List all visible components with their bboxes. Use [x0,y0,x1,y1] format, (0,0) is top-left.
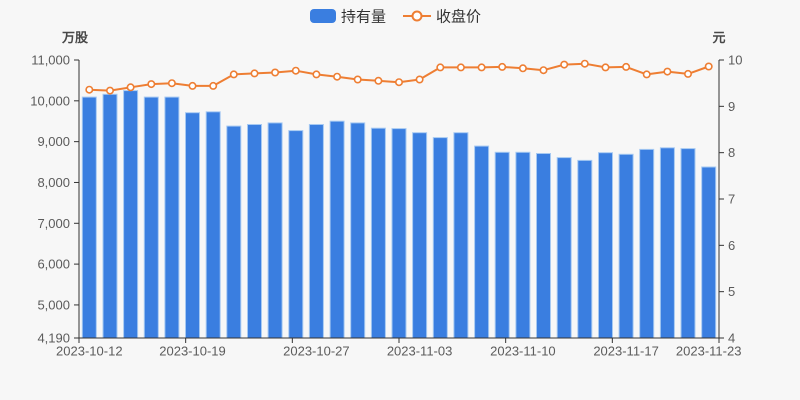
close-price-point[interactable] [704,62,713,71]
left-axis-tick-label: 7,000 [37,216,70,231]
close-price-point[interactable] [147,80,156,89]
holdings-bar[interactable] [329,120,345,339]
close-price-point[interactable] [498,62,507,71]
legend-item-holdings[interactable]: 持有量 [310,9,386,26]
holdings-bar[interactable] [474,145,490,339]
right-axis-title: 元 [712,30,725,45]
holdings-bar[interactable] [185,112,200,339]
holdings-bar[interactable] [226,125,242,339]
holdings-bar[interactable] [267,122,283,339]
left-axis-tick-label: 5,000 [37,297,70,312]
left-axis-title: 万股 [61,30,88,45]
holdings-bar[interactable] [308,124,324,339]
close-price-point[interactable] [601,63,610,72]
right-axis-tick-label: 7 [728,192,735,207]
close-price-line [89,62,710,92]
x-axis-date-label: 2023-11-03 [387,344,453,359]
close-price-point[interactable] [518,64,527,73]
x-axis-date-label: 2023-11-17 [593,344,659,359]
close-price-point[interactable] [477,63,486,72]
holdings-bar[interactable] [536,153,551,339]
close-price-point[interactable] [374,76,383,85]
left-axis-tick-label: 11,000 [31,53,70,68]
close-price-point[interactable] [271,68,280,77]
holdings-bar[interactable] [102,93,118,339]
holdings-bar[interactable] [288,130,304,339]
line-group [85,59,713,95]
holdings-bar[interactable] [453,132,469,339]
holdings-bar[interactable] [618,153,634,339]
holdings-bar[interactable] [680,148,696,339]
close-price-point[interactable] [394,78,403,87]
right-axis-tick-label: 6 [728,238,735,253]
close-price-point[interactable] [333,72,342,81]
holdings-bar[interactable] [164,96,180,339]
holdings-bar[interactable] [247,124,262,339]
close-price-point[interactable] [642,70,651,79]
left-axis-tick-label: 8,000 [37,175,70,190]
holdings-bar[interactable] [412,132,428,339]
close-price-point[interactable] [353,75,362,84]
right-axis-tick-label: 8 [728,145,735,160]
close-price-point[interactable] [209,81,218,90]
bar-series-swatch [310,9,336,23]
holdings-bar[interactable] [81,96,97,339]
x-axis-date-label: 2023-10-19 [159,344,226,359]
holdings-bar[interactable] [432,137,448,339]
right-axis-tick-label: 4 [728,331,735,346]
left-axis-tick-label: 6,000 [37,257,70,272]
x-axis-date-label: 2023-11-10 [490,344,556,359]
close-price-point[interactable] [622,62,631,71]
holdings-bar[interactable] [598,152,613,339]
close-price-point[interactable] [250,69,259,78]
close-price-point[interactable] [456,63,465,72]
close-price-point[interactable] [539,66,548,75]
right-axis-tick-label: 10 [728,53,742,68]
holdings-bar[interactable] [350,122,366,339]
legend-item-close-price[interactable]: 收盘价 [403,8,481,26]
x-axis-date-label: 2023-10-27 [283,344,350,359]
holdings-bar[interactable] [143,96,159,339]
close-price-point[interactable] [560,60,569,69]
holdings-bar[interactable] [577,159,593,339]
holdings-bar[interactable] [494,151,510,339]
close-price-point[interactable] [229,70,238,79]
close-price-point[interactable] [85,85,94,94]
close-price-point[interactable] [312,70,321,79]
holdings-bar[interactable] [639,148,655,339]
close-price-point[interactable] [683,69,692,78]
right-axis-tick-label: 5 [728,284,735,299]
holdings-bar[interactable] [391,128,407,339]
legend-close-price-label: 收盘价 [436,8,481,26]
holdings-bar[interactable] [515,151,531,339]
bars-group [81,90,717,339]
close-price-point[interactable] [126,83,135,92]
chart-legend: 持有量 收盘价 [310,8,481,26]
holdings-bar[interactable] [556,157,572,339]
axes-group: 4,190 5,000 6,000 7,000 8,000 9,000 10,000 11,0… [30,53,742,359]
close-price-point[interactable] [188,81,197,90]
close-price-point[interactable] [436,63,445,72]
line-series-swatch-marker [411,10,423,22]
legend-holdings-label: 持有量 [341,9,386,26]
holdings-bar[interactable] [370,127,386,339]
close-price-point[interactable] [415,75,424,84]
left-axis-tick-label: 9,000 [37,134,70,149]
x-axis-date-label: 2023-11-23 [676,344,742,359]
close-price-point[interactable] [580,59,589,68]
close-price-point[interactable] [106,86,115,95]
left-axis-tick-label: 10,000 [30,93,70,108]
holdings-bar[interactable] [659,147,675,339]
close-price-point[interactable] [291,66,300,75]
holdings-bar[interactable] [123,90,139,339]
x-axis-date-label: 2023-10-12 [56,344,123,359]
close-price-point[interactable] [663,67,672,76]
close-price-point[interactable] [167,79,176,88]
holdings-bar[interactable] [701,166,717,339]
right-axis-tick-label: 9 [728,99,735,114]
holdings-bar[interactable] [205,111,221,339]
left-axis-tick-label: 4,190 [37,331,70,346]
